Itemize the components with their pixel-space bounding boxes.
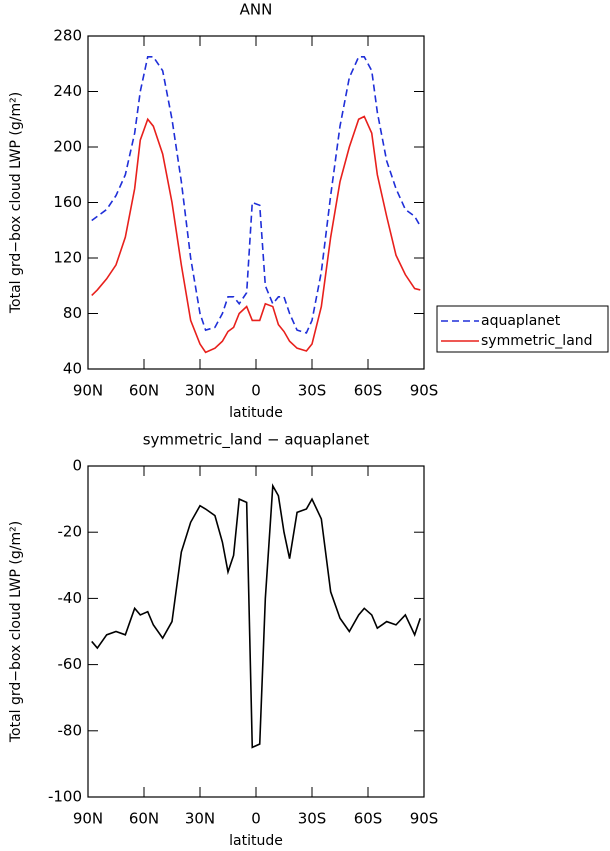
y-tick-label: 0 bbox=[72, 457, 82, 475]
data-line bbox=[91, 56, 421, 334]
x-tick-label: 30N bbox=[185, 382, 215, 400]
y-tick-label: 240 bbox=[53, 82, 82, 100]
x-axis-label: latitude bbox=[229, 405, 283, 421]
y-tick-label: -60 bbox=[58, 655, 83, 673]
x-tick-label: 0 bbox=[251, 810, 261, 828]
x-tick-label: 90S bbox=[410, 382, 439, 400]
x-tick-label: 60S bbox=[354, 382, 383, 400]
y-tick-label: 160 bbox=[53, 193, 82, 211]
y-tick-label: -80 bbox=[58, 721, 83, 739]
x-tick-label: 30N bbox=[185, 810, 215, 828]
plot-frame bbox=[87, 465, 425, 798]
y-axis-label: Total grd−box cloud LWP (g/m²) bbox=[8, 521, 24, 743]
y-tick-label: 280 bbox=[53, 27, 82, 45]
data-line bbox=[91, 483, 422, 749]
x-tick-label: 90N bbox=[73, 382, 103, 400]
legend-label: aquaplanet bbox=[481, 313, 561, 329]
y-tick-label: 80 bbox=[63, 304, 82, 322]
x-tick-label: 90N bbox=[73, 810, 103, 828]
chart-title: symmetric_land − aquaplanet bbox=[143, 431, 370, 450]
y-axis-label: Total grd−box cloud LWP (g/m²) bbox=[8, 92, 24, 314]
legend-label: symmetric_land bbox=[481, 333, 593, 349]
x-axis-label: latitude bbox=[229, 833, 283, 849]
x-tick-label: 90S bbox=[410, 810, 439, 828]
x-tick-label: 30S bbox=[298, 382, 327, 400]
x-tick-label: 60N bbox=[129, 382, 159, 400]
x-tick-label: 0 bbox=[251, 382, 261, 400]
y-tick-label: -20 bbox=[58, 523, 83, 541]
plot-frame bbox=[87, 35, 425, 370]
x-tick-label: 60N bbox=[129, 810, 159, 828]
y-tick-label: 120 bbox=[53, 249, 82, 267]
legend-box bbox=[436, 305, 609, 353]
y-tick-label: 200 bbox=[53, 138, 82, 156]
y-tick-label: -40 bbox=[58, 589, 83, 607]
x-tick-label: 60S bbox=[354, 810, 383, 828]
x-tick-label: 30S bbox=[298, 810, 327, 828]
y-tick-label: 40 bbox=[63, 360, 82, 378]
y-tick-label: -100 bbox=[48, 788, 82, 806]
chart-title: ANN bbox=[240, 1, 273, 19]
data-line bbox=[91, 115, 421, 354]
